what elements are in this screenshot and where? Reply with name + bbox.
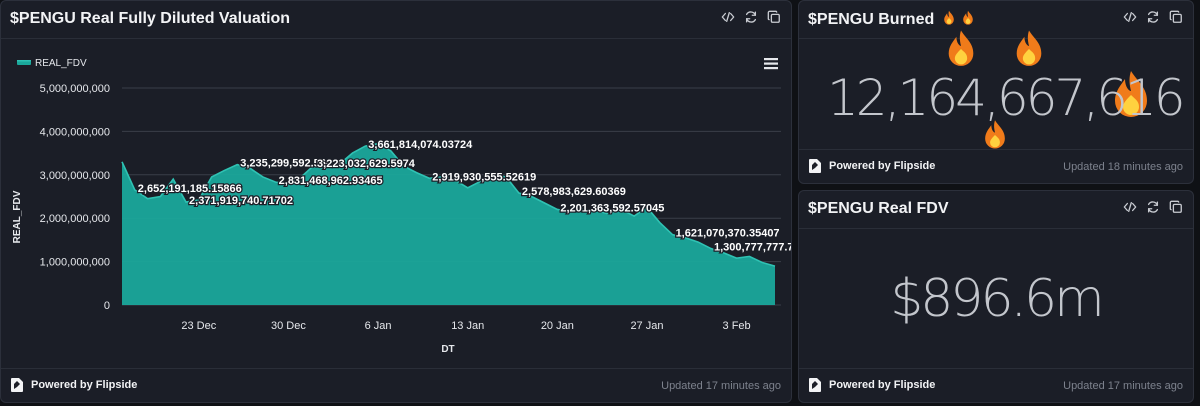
legend-swatch-icon	[17, 60, 31, 65]
powered-by-text: Powered by Flipside	[829, 160, 936, 172]
series-area-real-fdv	[122, 143, 775, 305]
y-tick-label: 1,000,000,000	[40, 257, 110, 269]
flipside-logo-icon	[809, 378, 821, 392]
chart-series-layer	[121, 142, 776, 305]
flame-icon	[1016, 30, 1042, 66]
powered-by-link[interactable]: Powered by Flipside	[9, 377, 137, 393]
data-label: 3,661,814,074.03724	[368, 139, 473, 151]
code-icon[interactable]	[721, 10, 735, 24]
flame-icon	[943, 10, 954, 25]
updated-timestamp: Updated 17 minutes ago	[1063, 380, 1183, 392]
panel-header: $PENGU Burned	[799, 1, 1193, 39]
panel-actions	[721, 10, 781, 24]
data-label: 2,201,363,592.57045	[560, 202, 664, 214]
panel-header: $PENGU Real FDV	[799, 191, 1193, 229]
data-label: 2,578,983,629.60369	[522, 186, 626, 198]
panel-footer: Powered by Flipside Updated 17 minutes a…	[799, 368, 1193, 402]
data-label: 2,831,468,962.93465	[279, 175, 383, 187]
data-label: 2,371,919,740.71702	[189, 195, 293, 207]
data-label: 3,223,032,629.5974	[317, 158, 416, 170]
legend[interactable]: REAL_FDV	[17, 58, 87, 69]
powered-by-link[interactable]: Powered by Flipside	[807, 377, 935, 393]
data-label: 2,919,930,555.52619	[432, 171, 536, 183]
fdv-chart-panel: $PENGU Real Fully Diluted Valuation 0 1,0…	[0, 0, 792, 403]
copy-icon[interactable]	[1169, 200, 1183, 214]
updated-timestamp: Updated 17 minutes ago	[661, 380, 781, 392]
y-tick-label: 4,000,000,000	[40, 126, 110, 138]
code-icon[interactable]	[1123, 10, 1137, 24]
x-tick-label: 30 Dec	[271, 320, 306, 332]
burned-value: 12,164,667,616	[827, 69, 1186, 127]
flame-icon	[963, 10, 973, 25]
powered-by-text: Powered by Flipside	[829, 379, 936, 391]
legend-label: REAL_FDV	[35, 58, 87, 69]
x-tick-label: 3 Feb	[723, 320, 751, 332]
powered-by-link[interactable]: Powered by Flipside	[807, 158, 935, 174]
real-fdv-panel: $PENGU Real FDV $896.6m Powered by Flips…	[798, 190, 1194, 403]
refresh-icon[interactable]	[744, 10, 758, 24]
y-tick-label: 2,000,000,000	[40, 213, 110, 225]
flame-icon	[1115, 71, 1147, 117]
data-label: 2,652,191,185.15866	[138, 183, 242, 195]
y-tick-label: 0	[104, 300, 110, 312]
y-axis-title: REAL_FDV	[12, 190, 23, 243]
updated-timestamp: Updated 18 minutes ago	[1063, 161, 1183, 173]
panel-actions	[1123, 200, 1183, 214]
series-line-real-fdv	[121, 142, 776, 267]
burned-panel: $PENGU Burned 12,164,667,616 Powered by …	[798, 0, 1194, 184]
x-tick-label: 27 Jan	[630, 320, 663, 332]
burned-title-text: $PENGU Burned	[808, 11, 935, 28]
copy-icon[interactable]	[767, 10, 781, 24]
x-tick-label: 13 Jan	[451, 320, 484, 332]
x-tick-label: 6 Jan	[365, 320, 392, 332]
panel-footer: Powered by Flipside Updated 17 minutes a…	[1, 368, 791, 402]
code-icon[interactable]	[1123, 200, 1137, 214]
flame-icon	[985, 120, 1005, 149]
panel-actions	[1123, 10, 1183, 24]
flame-icon	[948, 30, 974, 66]
copy-icon[interactable]	[1169, 10, 1183, 24]
x-tick-label: 23 Dec	[181, 320, 216, 332]
refresh-icon[interactable]	[1146, 10, 1160, 24]
x-axis-title: DT	[441, 344, 454, 355]
flipside-logo-icon	[809, 159, 821, 173]
data-label: 1,621,070,370.35407	[676, 228, 780, 240]
panel-footer: Powered by Flipside Updated 18 minutes a…	[799, 149, 1193, 183]
powered-by-text: Powered by Flipside	[31, 379, 138, 391]
flipside-logo-icon	[11, 378, 23, 392]
y-tick-label: 5,000,000,000	[40, 83, 110, 95]
panel-title: $PENGU Real FDV	[808, 200, 949, 217]
data-label: 1,300,777,777.76469	[714, 242, 791, 254]
data-label: 3,235,299,592.56024	[240, 158, 345, 170]
x-axis: 23 Dec 30 Dec 6 Jan 13 Jan 20 Jan 27 Jan 3 Feb	[181, 320, 750, 332]
real-fdv-value: $896.6m	[890, 269, 1105, 329]
x-tick-label: 20 Jan	[541, 320, 574, 332]
panel-title: $PENGU Real Fully Diluted Valuation	[10, 10, 291, 27]
panel-title: $PENGU Burned	[808, 10, 974, 29]
panel-header: $PENGU Real Fully Diluted Valuation	[1, 1, 791, 39]
y-axis: 0 1,000,000,000 2,000,000,000 3,000,000,000…	[40, 83, 110, 312]
y-tick-label: 3,000,000,000	[40, 170, 110, 182]
refresh-icon[interactable]	[1146, 200, 1160, 214]
fdv-area-chart: 0 1,000,000,000 2,000,000,000 3,000,000,000…	[12, 58, 791, 355]
chart-menu-icon[interactable]	[764, 58, 778, 70]
